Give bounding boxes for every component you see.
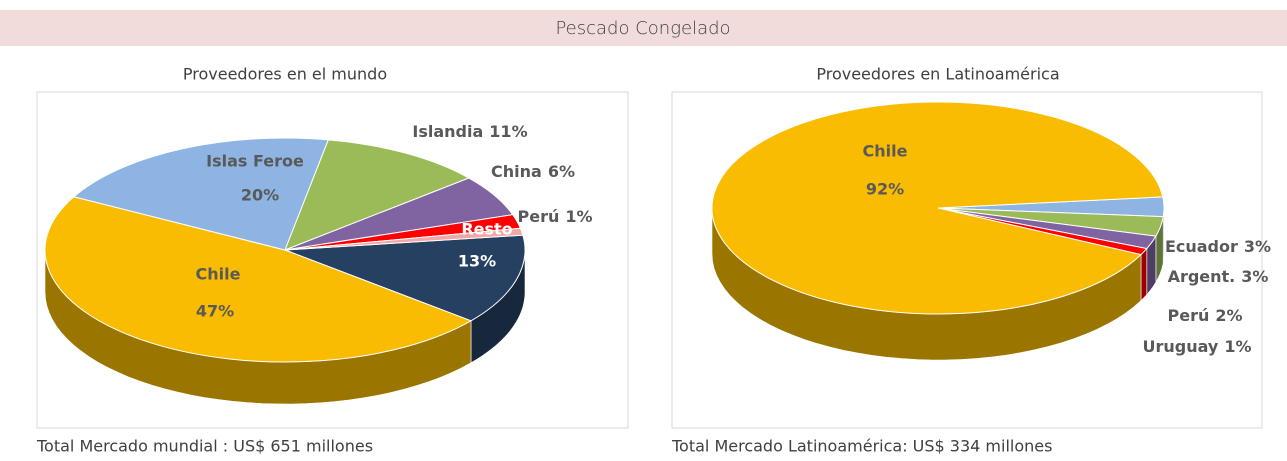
slice-name: Perú <box>1167 306 1209 325</box>
slice-value-label: 3% <box>1244 237 1271 256</box>
slice-label: Islas Feroe <box>206 152 304 171</box>
slice-label: Perú 2% <box>1167 306 1242 325</box>
slice-label: Perú 1% <box>517 207 592 226</box>
slice-side <box>1140 248 1148 302</box>
slice-label: China 6% <box>491 162 575 181</box>
slice-value-label: 1% <box>1224 337 1251 356</box>
chart-title: Proveedores en Latinoamérica <box>816 65 1059 84</box>
slice-value-label: 92% <box>866 180 904 199</box>
slice-name: China <box>491 162 542 181</box>
footnote: Total Mercado Latinoamérica: US$ 334 mil… <box>671 437 1052 456</box>
slice-name: Ecuador <box>1165 237 1238 256</box>
slice-value-label: 2% <box>1215 306 1242 325</box>
slice-name: Uruguay <box>1142 337 1218 356</box>
slice-label: Ecuador 3% <box>1165 237 1271 256</box>
slice <box>711 101 1164 315</box>
slice-name: Argent. <box>1168 267 1236 286</box>
header-bar <box>0 10 1287 46</box>
slice-value-label: 13% <box>458 252 496 271</box>
slice-value-label: 1% <box>565 207 592 226</box>
slice-label: Uruguay 1% <box>1142 337 1251 356</box>
slice <box>44 196 473 363</box>
slice-name: Islandia <box>412 122 483 141</box>
slice-value-label: 20% <box>241 186 279 205</box>
slice-label: Islandia 11% <box>412 122 527 141</box>
header-title: Pescado Congelado <box>555 18 730 39</box>
chart-title: Proveedores en el mundo <box>183 65 387 84</box>
slice-name: Perú <box>517 207 559 226</box>
slice-label: Argent. 3% <box>1168 267 1269 286</box>
slice <box>72 137 330 251</box>
slice-value-label: 11% <box>489 122 527 141</box>
slice-label: Chile <box>863 142 908 161</box>
slice <box>284 234 526 322</box>
slice-value-label: 47% <box>196 302 234 321</box>
slice <box>284 227 524 251</box>
slice-value-label: 3% <box>1241 267 1268 286</box>
slice-label: Chile <box>196 265 241 284</box>
slice-value-label: 6% <box>548 162 575 181</box>
slice-label: Resto <box>461 220 512 239</box>
slice <box>284 139 471 251</box>
footnote: Total Mercado mundial : US$ 651 millones <box>36 437 373 456</box>
